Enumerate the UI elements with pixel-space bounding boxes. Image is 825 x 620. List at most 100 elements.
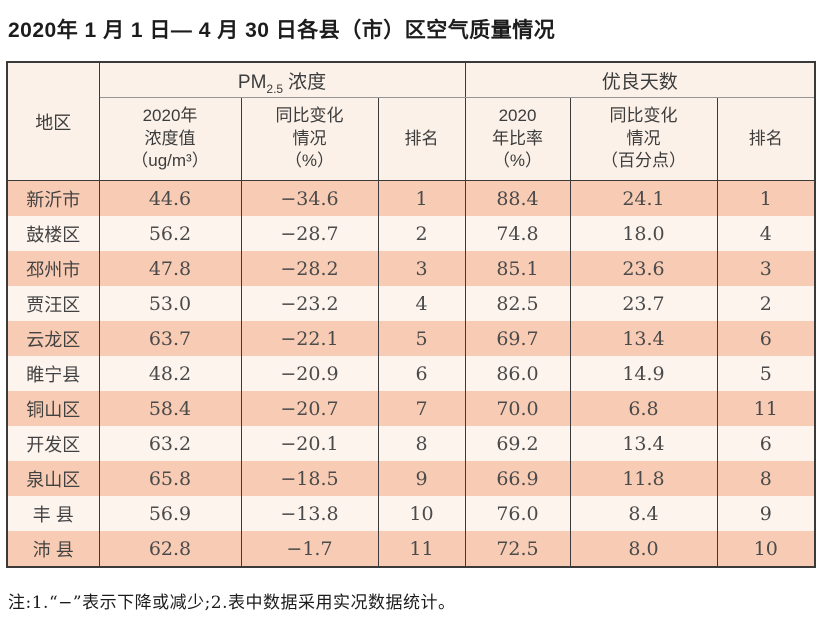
table-row: 沛 县 62.8 −1.7 11 72.5 8.0 10 — [6, 531, 816, 567]
pm25-label-main: PM — [237, 71, 267, 93]
column-group-good-days: 优良天数 — [464, 62, 816, 98]
region-cell: 贾汪区 — [6, 286, 100, 321]
table-row: 邳州市 47.8 −28.2 3 85.1 23.6 3 — [6, 251, 816, 286]
pm-value-cell: 47.8 — [98, 251, 242, 286]
table-row: 新沂市 44.6 −34.6 1 88.4 24.1 1 — [6, 180, 816, 216]
good-rate-cell: 69.2 — [464, 426, 571, 461]
good-rank-cell: 10 — [716, 531, 816, 567]
region-cell: 云龙区 — [6, 321, 100, 356]
column-header-good-change: 同比变化 情况 （百分点） — [569, 97, 718, 181]
pm-rank-cell: 8 — [377, 426, 466, 461]
region-cell: 沛 县 — [6, 531, 100, 567]
good-rank-cell: 4 — [716, 216, 816, 251]
pm-change-cell: −34.6 — [240, 180, 379, 216]
good-rank-cell: 2 — [716, 286, 816, 321]
pm25-label-subscript: 2.5 — [266, 81, 284, 96]
pm-rank-cell: 7 — [377, 391, 466, 426]
good-change-cell: 13.4 — [569, 321, 718, 356]
good-rate-cell: 72.5 — [464, 531, 571, 567]
region-cell: 鼓楼区 — [6, 216, 100, 251]
good-rate-cell: 66.9 — [464, 461, 571, 496]
region-cell: 丰 县 — [6, 496, 100, 531]
table-row: 贾汪区 53.0 −23.2 4 82.5 23.7 2 — [6, 286, 816, 321]
pm-value-cell: 44.6 — [98, 180, 242, 216]
region-cell: 铜山区 — [6, 391, 100, 426]
pm-rank-cell: 4 — [377, 286, 466, 321]
header-group-row: 地区 PM2.5 浓度 优良天数 — [6, 62, 816, 181]
pm-value-cell: 53.0 — [98, 286, 242, 321]
good-rank-cell: 6 — [716, 426, 816, 461]
good-change-cell: 14.9 — [569, 356, 718, 391]
region-cell: 睢宁县 — [6, 356, 100, 391]
region-cell: 新沂市 — [6, 180, 100, 216]
air-quality-table: 地区 PM2.5 浓度 优良天数 2020年 浓度值 （ug/m³） 同比变化 情… — [6, 61, 817, 568]
pm-value-cell: 62.8 — [98, 531, 242, 567]
good-rank-cell: 9 — [716, 496, 816, 531]
pm-change-cell: −22.1 — [240, 321, 379, 356]
footnote: 注:1.“−”表示下降或减少;2.表中数据采用实况数据统计。 — [8, 593, 456, 613]
good-change-cell: 11.8 — [569, 461, 718, 496]
table-row: 云龙区 63.7 −22.1 5 69.7 13.4 6 — [6, 321, 816, 356]
pm-rank-cell: 2 — [377, 216, 466, 251]
good-rank-cell: 8 — [716, 461, 816, 496]
good-rank-cell: 3 — [716, 251, 816, 286]
good-rate-cell: 86.0 — [464, 356, 571, 391]
good-change-cell: 8.4 — [569, 496, 718, 531]
table-row: 泉山区 65.8 −18.5 9 66.9 11.8 8 — [6, 461, 816, 496]
good-rank-cell: 11 — [716, 391, 816, 426]
pm-value-cell: 56.9 — [98, 496, 242, 531]
region-cell: 邳州市 — [6, 251, 100, 286]
good-change-cell: 8.0 — [569, 531, 718, 567]
pm-change-cell: −20.9 — [240, 356, 379, 391]
good-rate-cell: 74.8 — [464, 216, 571, 251]
good-rank-cell: 5 — [716, 356, 816, 391]
table-header: 地区 PM2.5 浓度 优良天数 2020年 浓度值 （ug/m³） 同比变化 情… — [6, 62, 816, 181]
pm-rank-cell: 3 — [377, 251, 466, 286]
table-row: 开发区 63.2 −20.1 8 69.2 13.4 6 — [6, 426, 816, 461]
pm-value-cell: 65.8 — [98, 461, 242, 496]
good-rank-cell: 6 — [716, 321, 816, 356]
page-title: 2020年 1 月 1 日— 4 月 30 日各县（市）区空气质量情况 — [8, 19, 556, 42]
pm25-label-tail: 浓度 — [288, 71, 327, 93]
pm-change-cell: −20.7 — [240, 391, 379, 426]
pm-value-cell: 56.2 — [98, 216, 242, 251]
pm-change-cell: −28.2 — [240, 251, 379, 286]
region-cell: 泉山区 — [6, 461, 100, 496]
pm-rank-cell: 9 — [377, 461, 466, 496]
table-row: 丰 县 56.9 −13.8 10 76.0 8.4 9 — [6, 496, 816, 531]
table-row: 铜山区 58.4 −20.7 7 70.0 6.8 11 — [6, 391, 816, 426]
pm-value-cell: 48.2 — [98, 356, 242, 391]
column-header-good-rank: 排名 — [716, 97, 816, 181]
good-change-cell: 23.6 — [569, 251, 718, 286]
good-rate-cell: 69.7 — [464, 321, 571, 356]
pm-change-cell: −23.2 — [240, 286, 379, 321]
pm-change-cell: −18.5 — [240, 461, 379, 496]
good-change-cell: 23.7 — [569, 286, 718, 321]
good-rate-cell: 76.0 — [464, 496, 571, 531]
pm-change-cell: −20.1 — [240, 426, 379, 461]
column-header-good-rate: 2020 年比率 （%） — [464, 97, 571, 181]
table-body: 新沂市 44.6 −34.6 1 88.4 24.1 1 鼓楼区 56.2 −2… — [6, 180, 816, 567]
pm-value-cell: 63.2 — [98, 426, 242, 461]
good-change-cell: 6.8 — [569, 391, 718, 426]
table-row: 睢宁县 48.2 −20.9 6 86.0 14.9 5 — [6, 356, 816, 391]
pm-change-cell: −28.7 — [240, 216, 379, 251]
column-header-region: 地区 — [6, 62, 100, 181]
table-row: 鼓楼区 56.2 −28.7 2 74.8 18.0 4 — [6, 216, 816, 251]
pm-value-cell: 63.7 — [98, 321, 242, 356]
good-rank-cell: 1 — [716, 180, 816, 216]
pm-rank-cell: 6 — [377, 356, 466, 391]
column-header-pm-value: 2020年 浓度值 （ug/m³） — [98, 97, 242, 181]
good-rate-cell: 70.0 — [464, 391, 571, 426]
region-cell: 开发区 — [6, 426, 100, 461]
good-change-cell: 18.0 — [569, 216, 718, 251]
pm-rank-cell: 1 — [377, 180, 466, 216]
good-rate-cell: 88.4 — [464, 180, 571, 216]
column-header-pm-rank: 排名 — [377, 97, 466, 181]
header-sub-row: 2020年 浓度值 （ug/m³） 同比变化 情况 （%） 排名 2020 年比… — [7, 97, 816, 181]
good-change-cell: 24.1 — [569, 180, 718, 216]
pm-rank-cell: 10 — [377, 496, 466, 531]
pm-rank-cell: 11 — [377, 531, 466, 567]
good-change-cell: 13.4 — [569, 426, 718, 461]
